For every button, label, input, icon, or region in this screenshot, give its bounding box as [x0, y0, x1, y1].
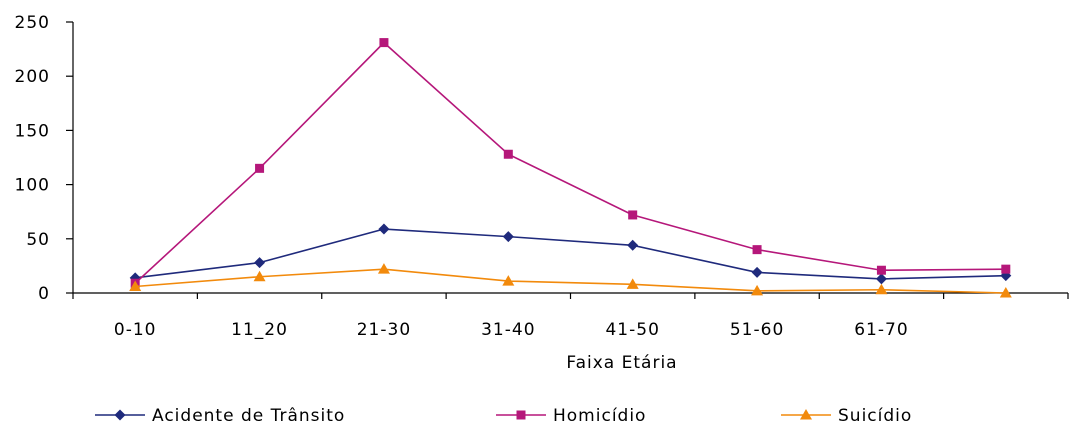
data-point	[379, 38, 389, 48]
x-axis-label: Faixa Etária	[566, 353, 677, 373]
y-tick-label: 200	[15, 67, 50, 87]
legend: Acidente de Trânsito Homicídio Suicídio	[95, 406, 912, 426]
x-tick-label: 0-10	[114, 320, 157, 340]
legend-label: Homicídio	[553, 406, 646, 426]
series-2	[129, 263, 1012, 298]
series-group	[129, 38, 1012, 298]
data-point	[502, 275, 515, 286]
data-point	[378, 223, 390, 235]
data-point	[503, 149, 513, 159]
legend-label: Suicídio	[838, 406, 912, 426]
legend-item: Homicídio	[496, 406, 646, 426]
data-point	[1001, 264, 1011, 274]
series-1	[130, 38, 1011, 288]
series-line	[135, 228, 1006, 280]
y-tick-label: 250	[15, 13, 50, 33]
x-tick-label: 41-50	[605, 320, 659, 340]
legend-marker	[114, 409, 126, 421]
series-line	[134, 41, 1006, 284]
series-line	[135, 268, 1006, 294]
data-point	[999, 287, 1012, 298]
data-point	[875, 273, 887, 285]
legend-marker	[516, 410, 526, 420]
x-tick-label: 61-70	[854, 320, 908, 340]
y-tick-label: 50	[26, 230, 50, 250]
legend-item: Acidente de Trânsito	[95, 406, 345, 426]
y-tick-label: 0	[38, 284, 50, 304]
data-point	[752, 245, 762, 255]
y-tick-label: 100	[15, 176, 50, 196]
x-tick-label: 11_20	[231, 320, 288, 340]
legend-item: Suicídio	[781, 406, 912, 426]
data-point	[254, 257, 266, 269]
y-tick-labels: 0 50 100 150 200 250	[15, 13, 50, 304]
data-point	[875, 283, 888, 295]
data-point	[255, 163, 265, 173]
x-tick-label: 51-60	[730, 320, 784, 340]
axes	[66, 21, 1069, 299]
y-tick-label: 150	[15, 121, 50, 141]
data-point	[751, 266, 763, 278]
data-point	[129, 280, 142, 291]
data-point	[628, 210, 638, 220]
data-point	[502, 231, 514, 243]
legend-marker	[800, 409, 812, 420]
data-point	[626, 278, 639, 289]
data-point	[876, 265, 886, 275]
data-point	[377, 263, 390, 274]
data-point	[751, 284, 764, 296]
x-tick-labels: 0-10 11_20 21-30 31-40 41-50 51-60 61-70	[114, 320, 908, 340]
x-tick-label: 31-40	[481, 320, 535, 340]
data-point	[253, 270, 266, 282]
data-point	[627, 239, 639, 251]
legend-label: Acidente de Trânsito	[152, 406, 345, 426]
x-tick-label: 21-30	[357, 320, 411, 340]
